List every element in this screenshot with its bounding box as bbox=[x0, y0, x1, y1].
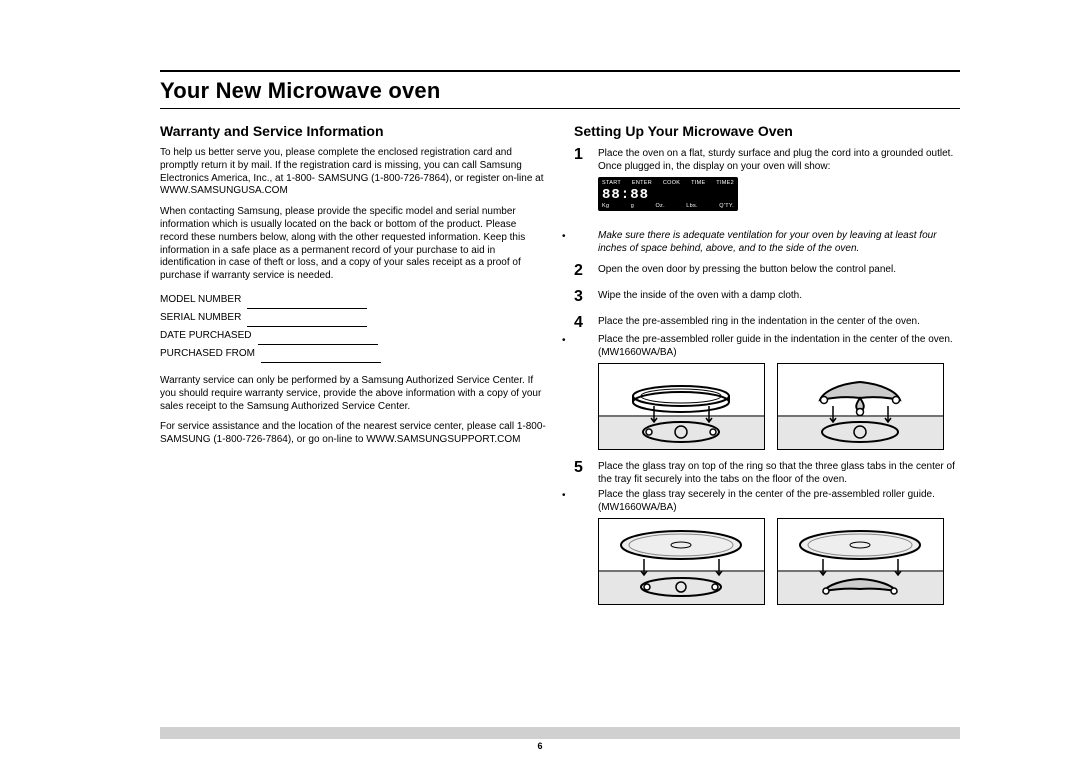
two-column-layout: Warranty and Service Information To help… bbox=[160, 123, 960, 615]
warranty-p4: For service assistance and the location … bbox=[160, 421, 546, 447]
oven-display-illustration: START ENTER COOK TIME TIME2 88:88 Kg g O… bbox=[598, 177, 738, 211]
ventilation-note: • Make sure there is adequate ventilatio… bbox=[574, 229, 960, 255]
step-1-body: Place the oven on a flat, sturdy surface… bbox=[598, 148, 953, 172]
step-number: 4 bbox=[574, 315, 588, 331]
ring-illustration-b bbox=[777, 363, 944, 450]
footer-bar bbox=[160, 727, 960, 739]
step-number: 1 bbox=[574, 147, 588, 219]
tray-illustration-a bbox=[598, 518, 765, 605]
top-rule bbox=[160, 70, 960, 72]
bullet-dot: • bbox=[562, 490, 566, 501]
disp-label: g bbox=[631, 203, 634, 210]
step-number: 3 bbox=[574, 289, 588, 305]
step-number: 2 bbox=[574, 263, 588, 279]
blank-line bbox=[261, 352, 381, 363]
disp-label: Kg bbox=[602, 203, 609, 210]
step-5: 5 Place the glass tray on top of the rin… bbox=[574, 460, 960, 486]
bullet-dot: • bbox=[562, 335, 566, 346]
disp-label: COOK bbox=[663, 180, 680, 187]
disp-label: START bbox=[602, 180, 621, 187]
warranty-p3: Warranty service can only be performed b… bbox=[160, 375, 546, 413]
step-2: 2 Open the oven door by pressing the but… bbox=[574, 263, 960, 279]
blank-line bbox=[258, 334, 378, 345]
step-4-text: Place the pre-assembled ring in the inde… bbox=[598, 315, 960, 331]
serial-number-row: SERIAL NUMBER bbox=[160, 309, 546, 327]
step-4: 4 Place the pre-assembled ring in the in… bbox=[574, 315, 960, 331]
step-5-text: Place the glass tray on top of the ring … bbox=[598, 460, 960, 486]
step-5-bullet: • Place the glass tray secerely in the c… bbox=[574, 488, 960, 514]
ventilation-note-text: Make sure there is adequate ventilation … bbox=[598, 229, 960, 255]
disp-label: TIME2 bbox=[716, 180, 734, 187]
ring-illustrations bbox=[598, 363, 960, 450]
blank-line bbox=[247, 316, 367, 327]
disp-label: Q'TY. bbox=[719, 203, 734, 210]
step-4-bullet-text: Place the pre-assembled roller guide in … bbox=[598, 333, 960, 359]
bullet-dot: • bbox=[562, 231, 566, 242]
date-purchased-row: DATE PURCHASED bbox=[160, 327, 546, 345]
page-title: Your New Microwave oven bbox=[160, 78, 960, 104]
step-1-text: Place the oven on a flat, sturdy surface… bbox=[598, 147, 960, 219]
model-number-label: MODEL NUMBER bbox=[160, 291, 241, 309]
warranty-heading: Warranty and Service Information bbox=[160, 123, 546, 139]
serial-number-label: SERIAL NUMBER bbox=[160, 309, 241, 327]
step-2-text: Open the oven door by pressing the butto… bbox=[598, 263, 960, 279]
step-3-text: Wipe the inside of the oven with a damp … bbox=[598, 289, 960, 305]
disp-label: Oz. bbox=[655, 203, 664, 210]
manual-page: Your New Microwave oven Warranty and Ser… bbox=[0, 0, 1080, 763]
left-column: Warranty and Service Information To help… bbox=[160, 123, 546, 615]
purchased-from-label: PURCHASED FROM bbox=[160, 345, 255, 363]
disp-label: TIME bbox=[691, 180, 705, 187]
setup-heading: Setting Up Your Microwave Oven bbox=[574, 123, 960, 139]
purchased-from-row: PURCHASED FROM bbox=[160, 345, 546, 363]
date-purchased-label: DATE PURCHASED bbox=[160, 327, 252, 345]
display-digits: 88:88 bbox=[602, 188, 734, 202]
warranty-p2: When contacting Samsung, please provide … bbox=[160, 206, 546, 283]
step-4-bullet: • Place the pre-assembled roller guide i… bbox=[574, 333, 960, 359]
step-5-bullet-text: Place the glass tray secerely in the cen… bbox=[598, 488, 960, 514]
blank-line bbox=[247, 298, 367, 309]
tray-illustrations bbox=[598, 518, 960, 605]
setup-steps: 1 Place the oven on a flat, sturdy surfa… bbox=[574, 147, 960, 605]
page-number: 6 bbox=[0, 741, 1080, 751]
display-bottom-labels: Kg g Oz. Lbs. Q'TY. bbox=[602, 203, 734, 210]
step-3: 3 Wipe the inside of the oven with a dam… bbox=[574, 289, 960, 305]
display-top-labels: START ENTER COOK TIME TIME2 bbox=[602, 180, 734, 187]
disp-label: Lbs. bbox=[686, 203, 698, 210]
tray-illustration-b bbox=[777, 518, 944, 605]
model-number-row: MODEL NUMBER bbox=[160, 291, 546, 309]
step-1: 1 Place the oven on a flat, sturdy surfa… bbox=[574, 147, 960, 219]
title-underline bbox=[160, 108, 960, 109]
warranty-p1: To help us better serve you, please comp… bbox=[160, 147, 546, 198]
ring-illustration-a bbox=[598, 363, 765, 450]
disp-label: ENTER bbox=[632, 180, 652, 187]
step-number: 5 bbox=[574, 460, 588, 486]
info-form: MODEL NUMBER SERIAL NUMBER DATE PURCHASE… bbox=[160, 291, 546, 363]
right-column: Setting Up Your Microwave Oven 1 Place t… bbox=[574, 123, 960, 615]
